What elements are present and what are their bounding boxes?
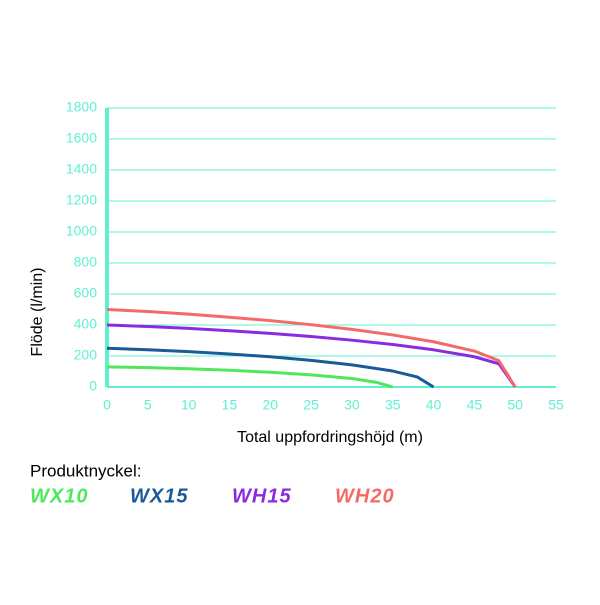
y-tick-label: 0 bbox=[89, 378, 97, 394]
legend-entry: WX10 bbox=[30, 485, 88, 507]
x-tick-label: 10 bbox=[181, 397, 197, 413]
y-tick-label: 1600 bbox=[66, 130, 97, 146]
y-axis-title: Flöde (l/min) bbox=[29, 268, 46, 357]
x-tick-label: 25 bbox=[303, 397, 319, 413]
x-tick-label: 15 bbox=[222, 397, 238, 413]
series-line bbox=[106, 323, 517, 388]
x-tick-label: 55 bbox=[548, 397, 564, 413]
series-line bbox=[106, 346, 435, 389]
y-tick-label: 200 bbox=[74, 347, 98, 363]
series-line bbox=[106, 365, 394, 389]
legend-entry: WH15 bbox=[232, 485, 292, 507]
y-tick-label: 1000 bbox=[66, 223, 97, 239]
legend-entry: WH20 bbox=[335, 485, 395, 507]
x-tick-label: 50 bbox=[507, 397, 523, 413]
series-line bbox=[106, 308, 517, 388]
x-tick-label: 30 bbox=[344, 397, 360, 413]
x-tick-label: 40 bbox=[426, 397, 442, 413]
legend-entry: WX15 bbox=[130, 485, 188, 507]
y-tick-label: 1200 bbox=[66, 192, 97, 208]
y-tick-label: 1800 bbox=[66, 99, 97, 115]
legend-title: Produktnyckel: bbox=[30, 461, 142, 480]
y-tick-label: 1400 bbox=[66, 161, 97, 177]
x-tick-label: 0 bbox=[103, 397, 111, 413]
x-tick-label: 20 bbox=[262, 397, 278, 413]
x-tick-label: 45 bbox=[467, 397, 483, 413]
x-axis-title: Total uppfordringshöjd (m) bbox=[237, 429, 423, 446]
x-tick-label: 5 bbox=[144, 397, 152, 413]
y-tick-label: 600 bbox=[74, 285, 98, 301]
y-tick-label: 400 bbox=[74, 316, 98, 332]
x-tick-label: 35 bbox=[385, 397, 401, 413]
y-tick-label: 800 bbox=[74, 254, 98, 270]
